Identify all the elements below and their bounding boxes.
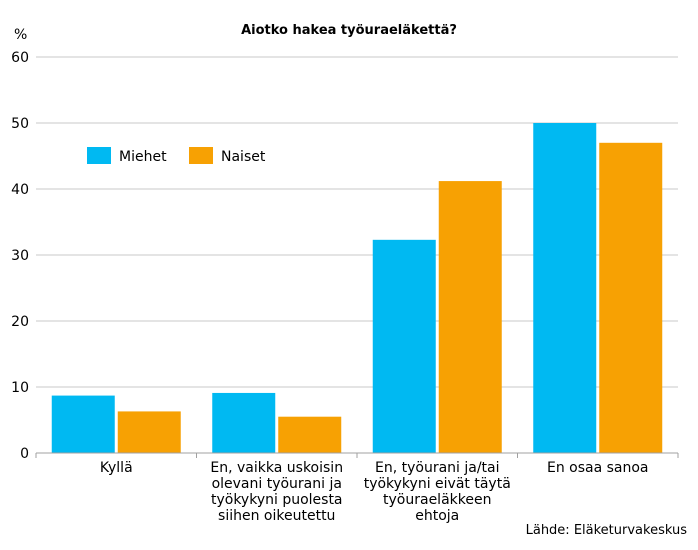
y-tick-label: 60 [11,50,29,66]
x-axis [35,452,679,458]
category-label: En, työurani ja/tai työkykyni eivät täytä… [364,460,511,524]
legend-label-naiset: Naiset [221,149,266,165]
legend-swatch-naiset [189,147,213,164]
category-label: En, vaikka uskoisin olevani työurani ja ty… [210,460,343,524]
y-tick-label: 40 [11,182,29,198]
y-tick-label: 50 [11,116,29,132]
bar-naiset-3 [438,181,502,453]
bar-miehet-1 [51,395,115,453]
chart-title: Aiotko hakea työuraeläkettä? [241,23,457,38]
bar-naiset-1 [117,411,181,453]
y-tick-label: 10 [11,380,29,396]
y-tick-label: 0 [20,446,29,462]
bar-miehet-3 [372,239,436,453]
bar-miehet-2 [212,392,276,453]
source-note: Lähde: Eläketurvakeskus [526,523,688,538]
bar-naiset-4 [599,142,663,454]
category-labels: Kyllä En, vaikka uskoisin olevani työurani… [100,460,649,524]
legend-swatch-miehet [87,147,111,164]
category-label: En osaa sanoa [547,460,649,476]
bar-naiset-2 [278,416,342,453]
bar-miehet-4 [533,123,597,453]
y-axis-ticks: 0 10 20 30 40 50 60 [11,50,29,462]
y-tick-label: 20 [11,314,29,330]
bars [51,123,663,454]
category-label: Kyllä [100,460,133,476]
legend: Miehet Naiset [87,147,266,165]
y-axis-unit: % [14,27,27,43]
y-tick-label: 30 [11,248,29,264]
legend-label-miehet: Miehet [119,149,167,165]
